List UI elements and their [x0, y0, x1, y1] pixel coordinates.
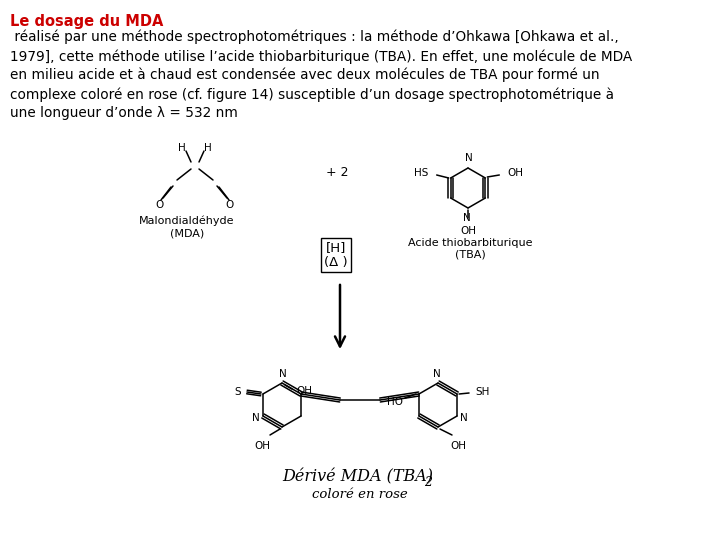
Text: + 2: + 2 [325, 166, 348, 179]
Text: N: N [433, 369, 441, 379]
Text: coloré en rose: coloré en rose [312, 488, 408, 501]
Text: H: H [178, 143, 186, 153]
Text: Acide thiobarbiturique
(TBA): Acide thiobarbiturique (TBA) [408, 238, 532, 260]
Text: Dérivé MDA (TBA): Dérivé MDA (TBA) [282, 468, 433, 485]
Text: OH: OH [450, 441, 466, 451]
Text: [H]
(Δ ): [H] (Δ ) [324, 241, 348, 269]
Text: réalisé par une méthode spectrophotométriques : la méthode d’Ohkawa [Ohkawa et a: réalisé par une méthode spectrophotométr… [10, 30, 618, 44]
Text: SH: SH [475, 387, 490, 397]
Text: Malondialdéhyde
(MDA): Malondialdéhyde (MDA) [139, 216, 235, 238]
Text: une longueur d’onde λ = 532 nm: une longueur d’onde λ = 532 nm [10, 106, 238, 120]
Text: N: N [465, 153, 473, 163]
Text: en milieu acide et à chaud est condensée avec deux molécules de TBA pour formé u: en milieu acide et à chaud est condensée… [10, 68, 600, 83]
Text: N: N [252, 413, 260, 423]
Text: complexe coloré en rose (cf. figure 14) susceptible d’un dosage spectrophotométr: complexe coloré en rose (cf. figure 14) … [10, 87, 614, 102]
Text: Le dosage du MDA: Le dosage du MDA [10, 14, 163, 29]
Text: O: O [226, 200, 234, 210]
Text: OH: OH [460, 226, 476, 236]
Text: S: S [234, 387, 241, 397]
Text: O: O [156, 200, 164, 210]
Text: H: H [204, 143, 212, 153]
Text: HO: HO [387, 397, 403, 407]
Text: OH: OH [254, 441, 270, 451]
Text: 2: 2 [424, 476, 432, 489]
Text: HS: HS [414, 168, 428, 178]
Text: OH: OH [296, 386, 312, 396]
Text: OH: OH [508, 168, 523, 178]
Text: N: N [279, 369, 287, 379]
Text: N: N [460, 413, 468, 423]
Text: N: N [463, 213, 471, 223]
Text: 1979], cette méthode utilise l’acide thiobarbiturique (TBA). En effet, une moléc: 1979], cette méthode utilise l’acide thi… [10, 49, 632, 64]
